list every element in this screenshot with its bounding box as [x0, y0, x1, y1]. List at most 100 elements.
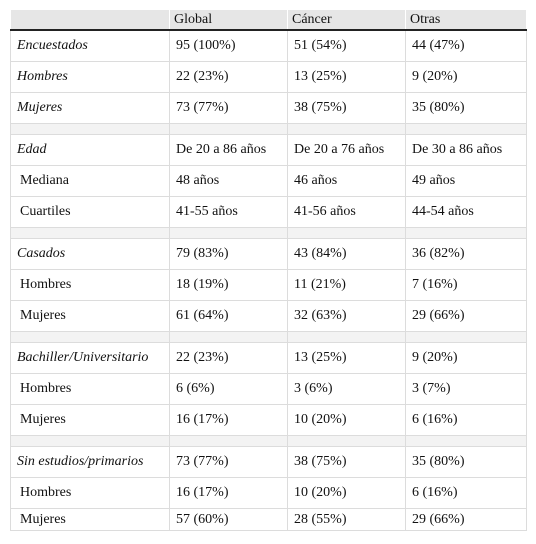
- table-row: Casados 79 (83%) 43 (84%) 36 (82%): [10, 238, 527, 270]
- value-cell: 43 (84%): [287, 238, 406, 270]
- row-label: Mujeres: [10, 92, 170, 124]
- table-row: Mediana 48 años 46 años 49 años: [10, 165, 527, 197]
- value-cell: 16 (17%): [169, 404, 288, 436]
- header-cell-empty: [10, 10, 170, 31]
- row-label: Mujeres: [10, 300, 170, 332]
- table-header: Global Cáncer Otras: [10, 10, 527, 31]
- spacer-cell: [10, 123, 170, 135]
- row-label: Encuestados: [10, 30, 170, 62]
- row-label: Bachiller/Universitario: [10, 342, 170, 374]
- value-cell: 32 (63%): [287, 300, 406, 332]
- spacer-cell: [287, 435, 406, 447]
- value-cell: 95 (100%): [169, 30, 288, 62]
- header-cell-cancer: Cáncer: [287, 10, 406, 31]
- row-label: Casados: [10, 238, 170, 270]
- header-cell-global: Global: [169, 10, 288, 31]
- table-row: Bachiller/Universitario 22 (23%) 13 (25%) 9…: [10, 342, 527, 374]
- table-row: Hombres 22 (23%) 13 (25%) 9 (20%): [10, 61, 527, 93]
- value-cell: 11 (21%): [287, 269, 406, 301]
- value-cell: 38 (75%): [287, 92, 406, 124]
- value-cell: 13 (25%): [287, 61, 406, 93]
- spacer-cell: [10, 435, 170, 447]
- value-cell: De 20 a 76 años: [287, 134, 406, 166]
- spacer-cell: [405, 435, 527, 447]
- table-row: Hombres 18 (19%) 11 (21%) 7 (16%): [10, 269, 527, 301]
- value-cell: 38 (75%): [287, 446, 406, 478]
- demographics-table: Global Cáncer Otras Encuestados 95 (100%)…: [10, 10, 527, 531]
- row-label: Hombres: [10, 477, 170, 509]
- row-label: Hombres: [10, 373, 170, 405]
- value-cell: 9 (20%): [405, 342, 527, 374]
- spacer-cell: [405, 227, 527, 239]
- value-cell: 44-54 años: [405, 196, 527, 228]
- table-row: Mujeres 57 (60%) 28 (55%) 29 (66%): [10, 508, 527, 531]
- table-row: Mujeres 61 (64%) 32 (63%) 29 (66%): [10, 300, 527, 332]
- value-cell: 29 (66%): [405, 508, 527, 531]
- value-cell: 51 (54%): [287, 30, 406, 62]
- value-cell: 28 (55%): [287, 508, 406, 531]
- row-label: Mujeres: [10, 404, 170, 436]
- value-cell: 6 (16%): [405, 477, 527, 509]
- value-cell: De 30 a 86 años: [405, 134, 527, 166]
- group-spacer-row: [10, 123, 527, 135]
- value-cell: 3 (6%): [287, 373, 406, 405]
- row-label: Mediana: [10, 165, 170, 197]
- value-cell: 48 años: [169, 165, 288, 197]
- table-body: Encuestados 95 (100%) 51 (54%) 44 (47%) Homb…: [10, 30, 527, 531]
- value-cell: 36 (82%): [405, 238, 527, 270]
- table-row: Mujeres 16 (17%) 10 (20%) 6 (16%): [10, 404, 527, 436]
- value-cell: 44 (47%): [405, 30, 527, 62]
- value-cell: 6 (16%): [405, 404, 527, 436]
- table-row: Hombres 6 (6%) 3 (6%) 3 (7%): [10, 373, 527, 405]
- group-spacer-row: [10, 331, 527, 343]
- row-label: Mujeres: [10, 508, 170, 531]
- value-cell: 16 (17%): [169, 477, 288, 509]
- table-row: Mujeres 73 (77%) 38 (75%) 35 (80%): [10, 92, 527, 124]
- value-cell: 61 (64%): [169, 300, 288, 332]
- value-cell: 10 (20%): [287, 404, 406, 436]
- value-cell: 22 (23%): [169, 342, 288, 374]
- value-cell: 73 (77%): [169, 92, 288, 124]
- header-row: Global Cáncer Otras: [10, 10, 527, 31]
- table-row: Hombres 16 (17%) 10 (20%) 6 (16%): [10, 477, 527, 509]
- spacer-cell: [169, 123, 288, 135]
- value-cell: 79 (83%): [169, 238, 288, 270]
- value-cell: 29 (66%): [405, 300, 527, 332]
- spacer-cell: [10, 227, 170, 239]
- row-label: Cuartiles: [10, 196, 170, 228]
- value-cell: 35 (80%): [405, 446, 527, 478]
- value-cell: 46 años: [287, 165, 406, 197]
- spacer-cell: [405, 123, 527, 135]
- row-label: Sin estudios/primarios: [10, 446, 170, 478]
- table-row: Sin estudios/primarios 73 (77%) 38 (75%) 35…: [10, 446, 527, 478]
- value-cell: 35 (80%): [405, 92, 527, 124]
- spacer-cell: [287, 331, 406, 343]
- value-cell: 41-55 años: [169, 196, 288, 228]
- value-cell: 22 (23%): [169, 61, 288, 93]
- value-cell: 57 (60%): [169, 508, 288, 531]
- table-row: Cuartiles 41-55 años 41-56 años 44-54 años: [10, 196, 527, 228]
- value-cell: 6 (6%): [169, 373, 288, 405]
- value-cell: 9 (20%): [405, 61, 527, 93]
- spacer-cell: [405, 331, 527, 343]
- value-cell: 3 (7%): [405, 373, 527, 405]
- row-label: Hombres: [10, 269, 170, 301]
- row-label: Hombres: [10, 61, 170, 93]
- spacer-cell: [169, 331, 288, 343]
- spacer-cell: [169, 227, 288, 239]
- spacer-cell: [10, 331, 170, 343]
- value-cell: 13 (25%): [287, 342, 406, 374]
- value-cell: 73 (77%): [169, 446, 288, 478]
- value-cell: 18 (19%): [169, 269, 288, 301]
- value-cell: 49 años: [405, 165, 527, 197]
- spacer-cell: [287, 227, 406, 239]
- table-row: Edad De 20 a 86 años De 20 a 76 años De 30 …: [10, 134, 527, 166]
- spacer-cell: [169, 435, 288, 447]
- value-cell: 10 (20%): [287, 477, 406, 509]
- header-cell-otras: Otras: [405, 10, 527, 31]
- table-row: Encuestados 95 (100%) 51 (54%) 44 (47%): [10, 30, 527, 62]
- spacer-cell: [287, 123, 406, 135]
- group-spacer-row: [10, 435, 527, 447]
- value-cell: 41-56 años: [287, 196, 406, 228]
- value-cell: 7 (16%): [405, 269, 527, 301]
